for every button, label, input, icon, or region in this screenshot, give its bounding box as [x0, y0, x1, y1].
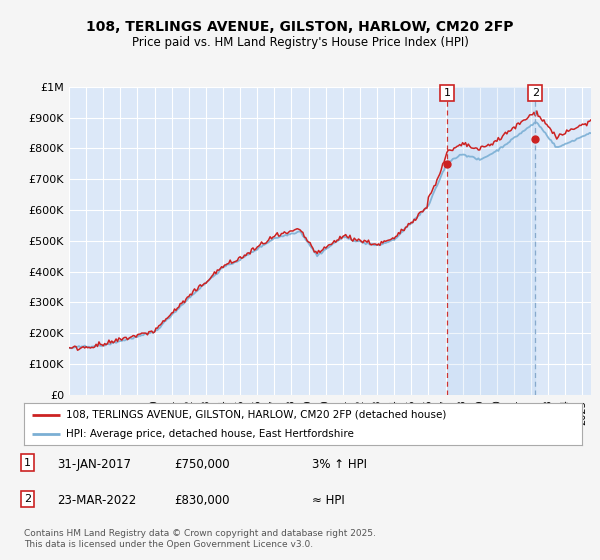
Text: HPI: Average price, detached house, East Hertfordshire: HPI: Average price, detached house, East…	[66, 429, 354, 439]
Text: £750,000: £750,000	[174, 458, 230, 470]
Text: 2: 2	[24, 494, 31, 504]
Text: 31-JAN-2017: 31-JAN-2017	[57, 458, 131, 470]
Text: 2: 2	[532, 88, 539, 98]
Text: Price paid vs. HM Land Registry's House Price Index (HPI): Price paid vs. HM Land Registry's House …	[131, 36, 469, 49]
Text: 108, TERLINGS AVENUE, GILSTON, HARLOW, CM20 2FP: 108, TERLINGS AVENUE, GILSTON, HARLOW, C…	[86, 20, 514, 34]
Bar	[447, 87, 535, 395]
Text: 23-MAR-2022: 23-MAR-2022	[57, 494, 136, 507]
Text: ≈ HPI: ≈ HPI	[312, 494, 345, 507]
Text: 3% ↑ HPI: 3% ↑ HPI	[312, 458, 367, 470]
Text: 108, TERLINGS AVENUE, GILSTON, HARLOW, CM20 2FP (detached house): 108, TERLINGS AVENUE, GILSTON, HARLOW, C…	[66, 409, 446, 419]
Text: 1: 1	[443, 88, 451, 98]
Text: 1: 1	[24, 458, 31, 468]
Text: £830,000: £830,000	[174, 494, 229, 507]
Text: Contains HM Land Registry data © Crown copyright and database right 2025.
This d: Contains HM Land Registry data © Crown c…	[24, 529, 376, 549]
